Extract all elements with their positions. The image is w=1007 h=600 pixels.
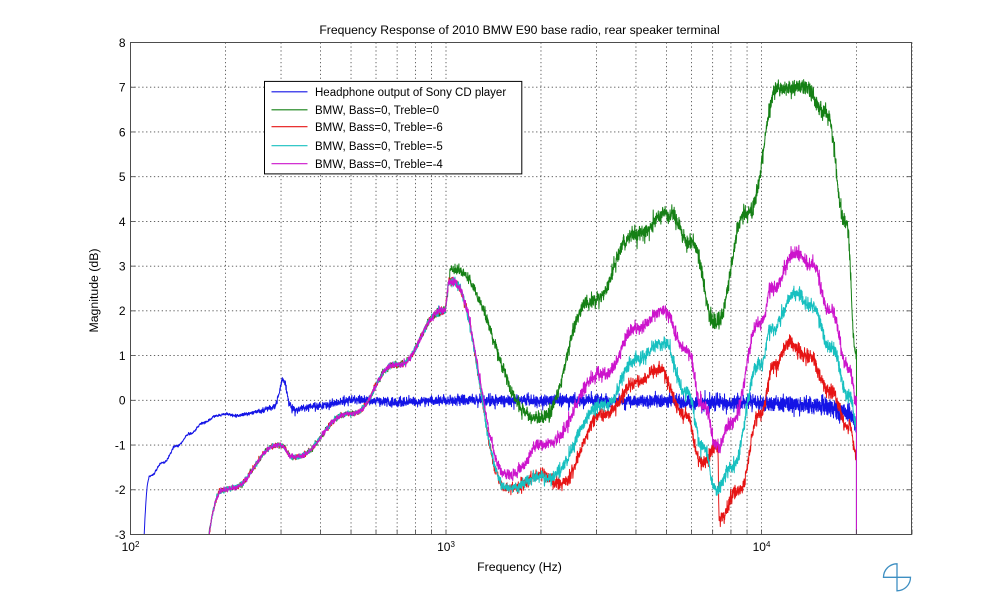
svg-text:0: 0 (119, 394, 126, 408)
svg-text:BMW, Bass=0, Treble=0: BMW, Bass=0, Treble=0 (315, 105, 439, 117)
svg-text:-3: -3 (115, 528, 126, 542)
svg-text:3: 3 (119, 260, 126, 274)
svg-text:4: 4 (119, 215, 126, 229)
svg-text:Frequency (Hz): Frequency (Hz) (477, 560, 562, 574)
svg-text:-1: -1 (115, 438, 126, 452)
svg-text:Headphone output of Sony CD pl: Headphone output of Sony CD player (315, 87, 506, 99)
svg-text:6: 6 (119, 125, 126, 139)
svg-text:BMW, Bass=0, Treble=-6: BMW, Bass=0, Treble=-6 (315, 122, 443, 134)
svg-text:5: 5 (119, 170, 126, 184)
svg-text:Frequency Response of 2010 BMW: Frequency Response of 2010 BMW E90 base … (319, 23, 719, 37)
svg-text:BMW, Bass=0, Treble=-5: BMW, Bass=0, Treble=-5 (315, 141, 443, 153)
svg-text:Magnitude (dB): Magnitude (dB) (87, 248, 101, 332)
svg-text:-2: -2 (115, 483, 126, 497)
svg-text:8: 8 (119, 36, 126, 50)
svg-text:BMW, Bass=0, Treble=-4: BMW, Bass=0, Treble=-4 (315, 159, 443, 171)
svg-text:2: 2 (119, 304, 126, 318)
svg-text:1: 1 (119, 349, 126, 363)
svg-text:7: 7 (119, 81, 126, 95)
